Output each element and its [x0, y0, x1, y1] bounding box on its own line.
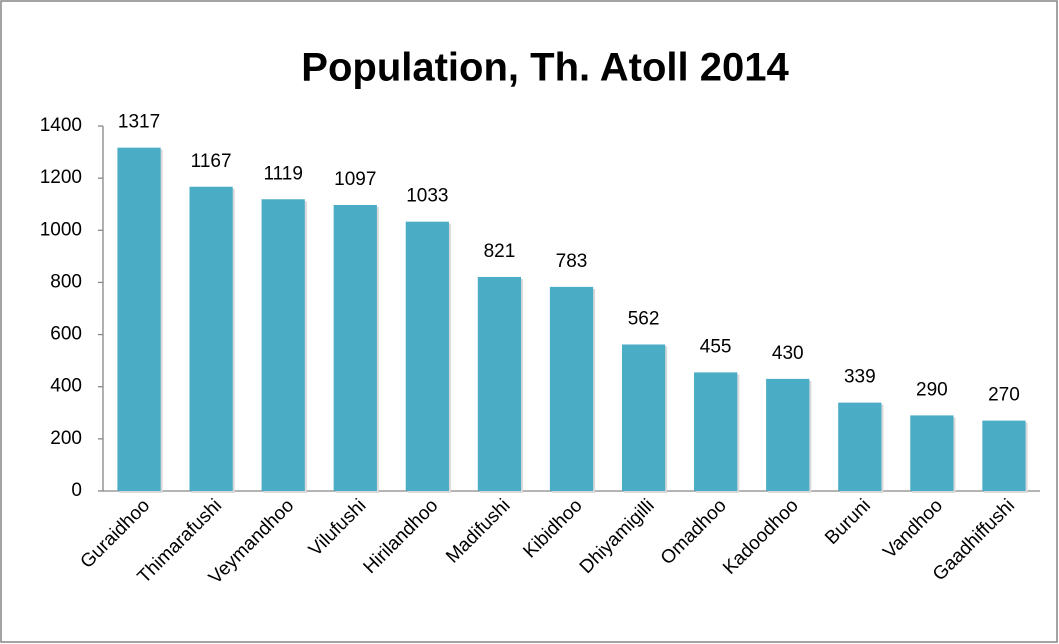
- data-label: 290: [916, 379, 948, 400]
- y-tick-label: 1400: [40, 115, 82, 136]
- y-tick-label: 800: [50, 271, 82, 292]
- data-label: 430: [772, 343, 804, 364]
- y-tick-label: 1000: [40, 219, 82, 240]
- bar: [333, 204, 377, 491]
- bar: [910, 415, 954, 491]
- data-label: 1119: [263, 163, 302, 184]
- y-tick-label: 0: [71, 480, 82, 501]
- bar: [621, 344, 666, 491]
- data-label: 783: [556, 251, 588, 272]
- bar: [766, 378, 810, 491]
- data-label: 1033: [406, 186, 448, 207]
- chart-title: Population, Th. Atoll 2014: [301, 46, 789, 90]
- bar: [261, 199, 305, 491]
- data-label: 339: [844, 367, 876, 388]
- data-label: 270: [988, 385, 1020, 406]
- y-tick-label: 200: [50, 428, 82, 449]
- data-label: 562: [628, 308, 660, 329]
- bar: [477, 276, 522, 491]
- bar: [405, 221, 449, 492]
- y-tick-label: 600: [50, 324, 82, 345]
- data-label: 455: [700, 336, 732, 357]
- y-tick-label: 1200: [40, 167, 82, 188]
- bar: [549, 286, 594, 491]
- bar: [694, 372, 738, 491]
- data-label: 821: [484, 241, 516, 262]
- data-label: 1167: [191, 151, 232, 172]
- data-label: 1097: [334, 169, 376, 190]
- data-label: 1317: [118, 112, 160, 133]
- bar: [117, 147, 161, 491]
- bar: [189, 186, 233, 491]
- y-tick-label: 400: [50, 376, 82, 397]
- bar: [838, 402, 882, 491]
- bar: [982, 420, 1026, 491]
